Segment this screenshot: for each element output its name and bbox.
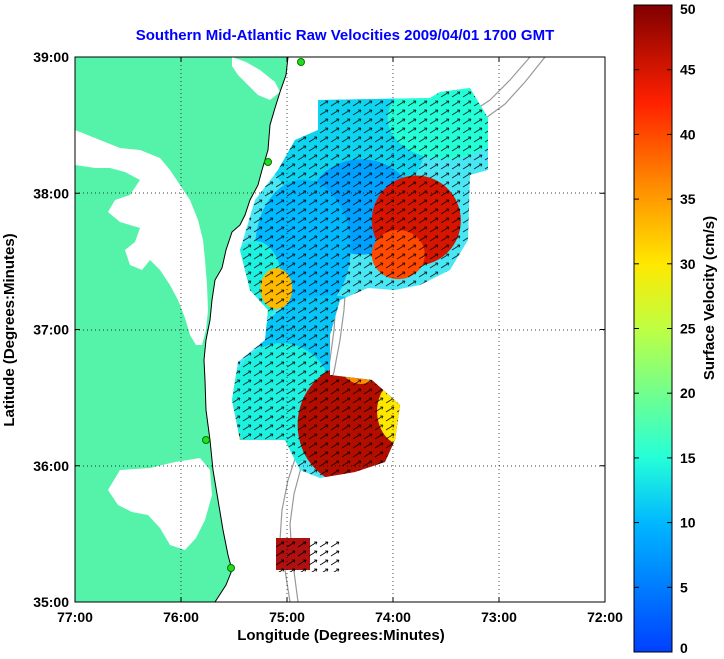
x-axis-ticks: 77:00 76:00 75:00 74:00 73:00 72:00 bbox=[57, 57, 623, 625]
y-tick-label: 38:00 bbox=[33, 185, 69, 201]
colorbar-tick-label: 0 bbox=[680, 640, 688, 656]
hf-radar-stations bbox=[202, 58, 305, 572]
x-tick-label: 74:00 bbox=[375, 609, 411, 625]
chart-title: Southern Mid-Atlantic Raw Velocities 200… bbox=[136, 27, 554, 44]
y-tick-label: 37:00 bbox=[33, 322, 69, 338]
grid bbox=[75, 57, 605, 602]
velocity-patch-south bbox=[276, 538, 342, 572]
x-tick-label: 73:00 bbox=[481, 609, 517, 625]
colorbar-tick-label: 40 bbox=[680, 126, 696, 142]
colorbar-tick-label: 50 bbox=[680, 1, 696, 17]
x-axis-label: Longitude (Degrees:Minutes) bbox=[237, 627, 445, 644]
colorbar-tick-label: 35 bbox=[680, 191, 696, 207]
pamlico-sound bbox=[108, 458, 212, 550]
colorbar-tick-label: 25 bbox=[680, 321, 696, 337]
radar-station bbox=[264, 158, 272, 166]
land-mass bbox=[75, 57, 288, 602]
radar-station bbox=[227, 564, 235, 572]
colorbar-tick-label: 15 bbox=[680, 450, 696, 466]
colorbar-tick-label: 20 bbox=[680, 385, 696, 401]
y-tick-label: 39:00 bbox=[33, 49, 69, 65]
x-tick-label: 75:00 bbox=[269, 609, 305, 625]
colorbar: 0 5 10 15 20 25 30 35 40 45 50 Surface Velocity (c… bbox=[633, 1, 718, 656]
velocity-patch-south-arrows bbox=[276, 538, 342, 572]
colorbar-tick-label: 45 bbox=[680, 62, 696, 78]
x-tick-label: 77:00 bbox=[57, 609, 93, 625]
colorbar-label: Surface Velocity (cm/s) bbox=[701, 216, 718, 380]
colorbar-tick-label: 30 bbox=[680, 256, 696, 272]
radar-station bbox=[202, 436, 210, 444]
x-tick-label: 76:00 bbox=[163, 609, 199, 625]
y-axis-label: Latitude (Degrees:Minutes) bbox=[1, 233, 18, 426]
y-axis-ticks: 35:00 36:00 37:00 38:00 39:00 bbox=[33, 49, 605, 610]
colorbar-ticks: 0 5 10 15 20 25 30 35 40 45 50 bbox=[634, 1, 696, 656]
colorbar-gradient bbox=[633, 4, 673, 653]
y-tick-label: 35:00 bbox=[33, 594, 69, 610]
chesapeake-bay bbox=[75, 130, 208, 345]
colorbar-tick-label: 10 bbox=[680, 515, 696, 531]
y-tick-label: 36:00 bbox=[33, 458, 69, 474]
plot-area bbox=[74, 56, 606, 603]
radar-station bbox=[297, 58, 305, 66]
colorbar-tick-label: 5 bbox=[680, 579, 688, 595]
x-tick-label: 72:00 bbox=[587, 609, 623, 625]
delaware-bay bbox=[232, 57, 280, 100]
coastline bbox=[203, 57, 289, 602]
